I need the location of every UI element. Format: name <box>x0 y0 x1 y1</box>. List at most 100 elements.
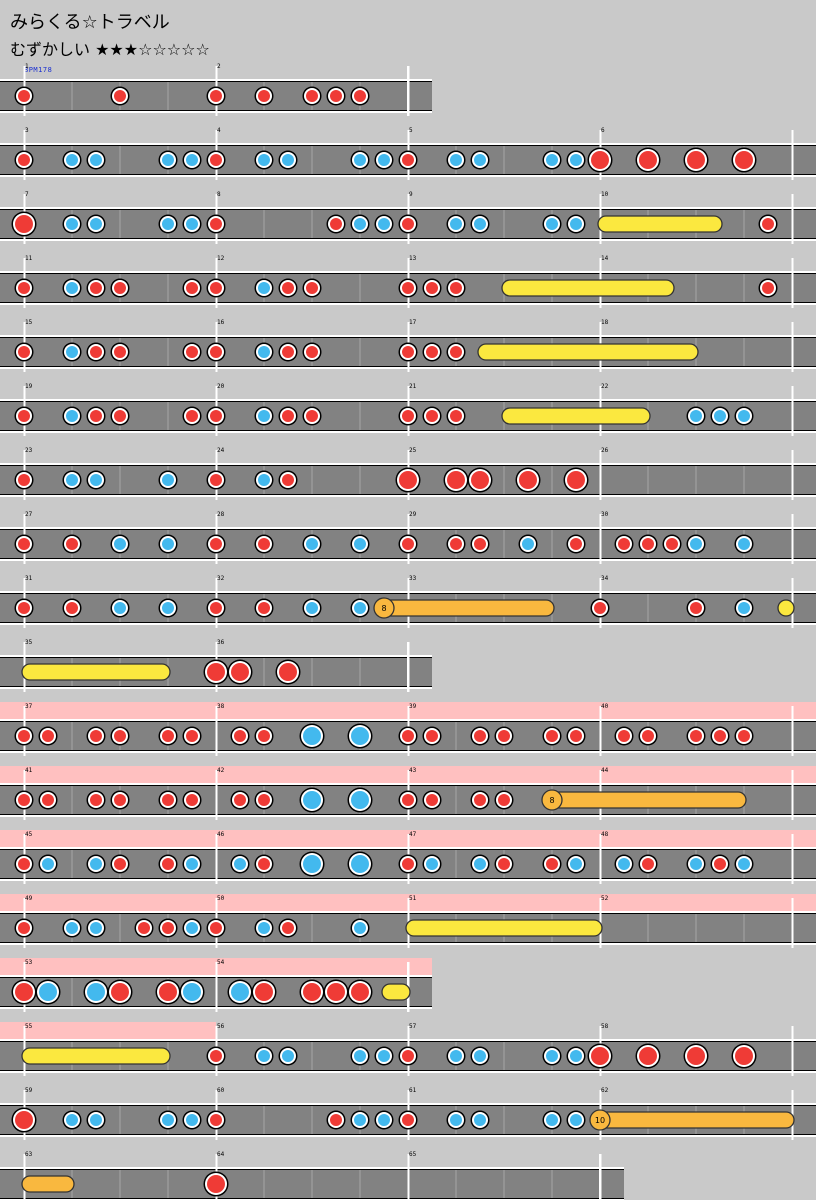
measure-bar <box>791 450 794 500</box>
big-don-note <box>447 471 465 489</box>
ka-note <box>546 1114 558 1126</box>
big-don-note <box>15 983 33 1001</box>
ka-note <box>714 410 726 422</box>
don-note <box>762 282 774 294</box>
measure-number: 36 <box>217 639 225 646</box>
measure-number: 1 <box>25 63 29 70</box>
beat-line <box>503 146 505 174</box>
measure-number: 59 <box>25 1087 33 1094</box>
ka-note <box>354 154 366 166</box>
beat-line <box>167 338 169 366</box>
don-note <box>306 90 318 102</box>
don-note <box>570 538 582 550</box>
ka-note <box>234 858 246 870</box>
ka-note <box>378 1050 390 1062</box>
chart-row: 59 60 61 62 10 <box>0 1087 816 1140</box>
measure-bar <box>23 1154 26 1200</box>
ka-note <box>546 154 558 166</box>
big-don-note <box>111 983 129 1001</box>
don-note <box>498 858 510 870</box>
don-note <box>66 538 78 550</box>
measure-number: 37 <box>25 703 33 710</box>
don-note <box>738 730 750 742</box>
ka-note <box>66 154 78 166</box>
measure-number: 38 <box>217 703 225 710</box>
measure-number: 64 <box>217 1151 225 1158</box>
don-note <box>186 794 198 806</box>
don-note <box>402 794 414 806</box>
don-note <box>450 282 462 294</box>
chart-row: 35 36 <box>0 639 432 692</box>
drumroll-note <box>21 1047 171 1065</box>
measure-number: 8 <box>217 191 221 198</box>
ka-note <box>114 538 126 550</box>
don-note <box>426 346 438 358</box>
ka-note <box>618 858 630 870</box>
ka-note <box>66 282 78 294</box>
measure-number: 65 <box>409 1151 417 1158</box>
balloon-count: 8 <box>549 796 554 805</box>
ka-note <box>258 1050 270 1062</box>
don-note <box>162 730 174 742</box>
ka-note <box>162 538 174 550</box>
don-note <box>426 730 438 742</box>
measure-bar <box>791 770 794 820</box>
ka-note <box>306 538 318 550</box>
measure-number: 50 <box>217 895 225 902</box>
measure-number: 19 <box>25 383 33 390</box>
don-note <box>210 474 222 486</box>
balloon-count: 8 <box>381 604 386 613</box>
big-don-note <box>207 663 225 681</box>
chart-row: 7 8 9 10 <box>0 191 816 244</box>
don-note <box>450 410 462 422</box>
don-note <box>258 90 270 102</box>
ka-note <box>114 602 126 614</box>
don-note <box>546 858 558 870</box>
ka-note <box>162 218 174 230</box>
don-note <box>354 90 366 102</box>
measure-number: 45 <box>25 831 33 838</box>
ka-note <box>282 154 294 166</box>
ka-note <box>258 154 270 166</box>
measure-number: 21 <box>409 383 417 390</box>
ka-note <box>306 602 318 614</box>
measure-bar <box>791 1026 794 1076</box>
ka-note <box>186 858 198 870</box>
chart-row: 19 20 21 22 <box>0 383 816 436</box>
don-note <box>18 282 30 294</box>
beat-line <box>455 850 457 878</box>
ka-note <box>522 538 534 550</box>
don-note <box>402 858 414 870</box>
don-note <box>618 538 630 550</box>
chart-row: 49 50 51 52 <box>0 894 816 948</box>
chart-row: 53 54 <box>0 958 432 1012</box>
don-note <box>18 90 30 102</box>
don-note <box>762 218 774 230</box>
ka-note <box>66 218 78 230</box>
ka-note <box>258 474 270 486</box>
don-note <box>90 410 102 422</box>
big-ka-note <box>351 855 369 873</box>
balloon-head <box>589 1109 611 1131</box>
measure-number: 55 <box>25 1023 33 1030</box>
don-note <box>402 346 414 358</box>
don-note <box>210 346 222 358</box>
don-note <box>162 858 174 870</box>
beat-line <box>119 1106 121 1134</box>
ka-note <box>570 858 582 870</box>
don-note <box>426 410 438 422</box>
big-don-note <box>471 471 489 489</box>
chart-row: 3 4 5 6 <box>0 127 816 180</box>
ka-note <box>738 602 750 614</box>
big-ka-note <box>39 983 57 1001</box>
ka-note <box>546 1050 558 1062</box>
ka-note <box>570 1050 582 1062</box>
beat-line <box>359 402 361 430</box>
don-note <box>714 858 726 870</box>
don-note <box>690 730 702 742</box>
don-note <box>594 602 606 614</box>
chart-row: 27 28 29 30 <box>0 511 816 564</box>
measure-number: 33 <box>409 575 417 582</box>
beat-line <box>167 402 169 430</box>
don-note <box>210 410 222 422</box>
